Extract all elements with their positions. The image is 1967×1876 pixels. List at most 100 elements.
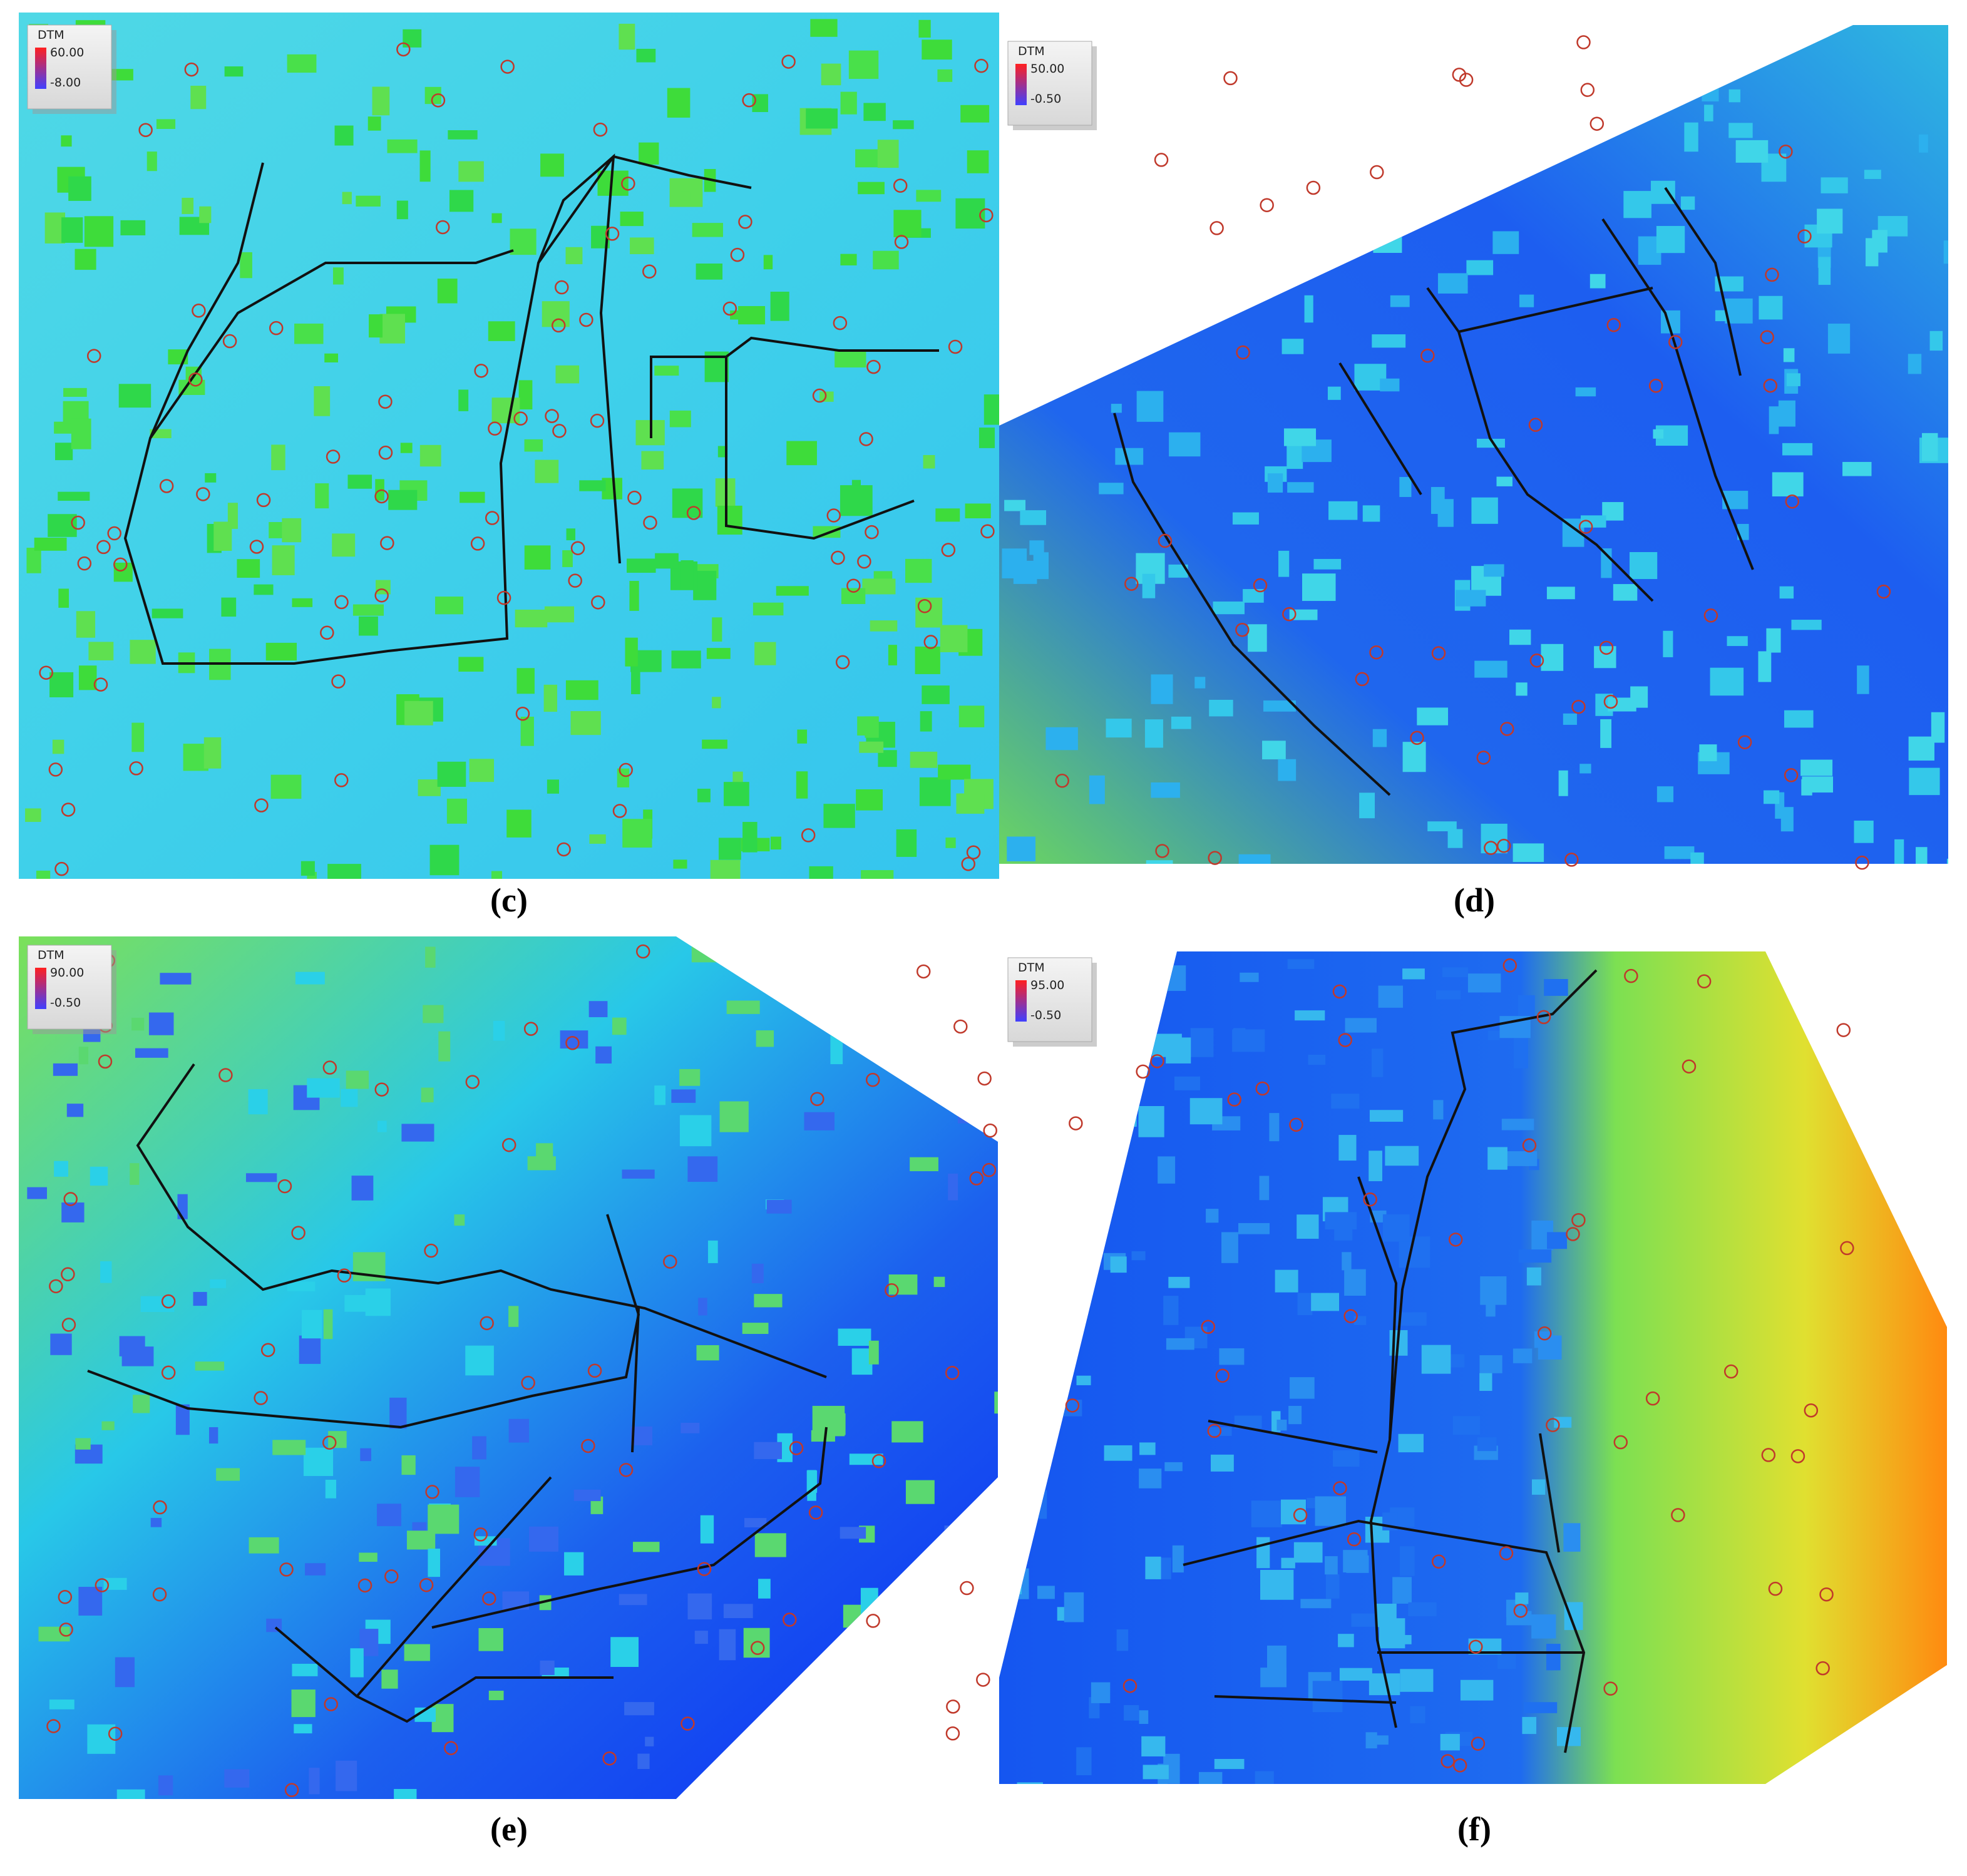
node [593, 122, 608, 137]
building [1417, 707, 1449, 725]
building [967, 150, 989, 173]
building [458, 161, 484, 182]
building [265, 642, 297, 661]
building [1460, 1679, 1494, 1701]
building [1311, 1293, 1340, 1311]
building [458, 657, 484, 672]
building [1451, 131, 1474, 146]
building [1278, 759, 1297, 781]
node [357, 1578, 372, 1593]
node [184, 62, 199, 77]
building [334, 125, 354, 146]
building [806, 108, 838, 129]
building [359, 616, 378, 636]
building [1325, 1556, 1338, 1575]
node [113, 557, 128, 572]
building [928, 1577, 952, 1592]
building [75, 1438, 91, 1450]
building [516, 668, 535, 694]
building [1280, 1499, 1306, 1525]
building [848, 50, 879, 79]
building [460, 491, 485, 503]
building [1402, 968, 1425, 980]
building [779, 960, 789, 980]
building [216, 1468, 240, 1481]
building [680, 1422, 700, 1433]
building [1440, 1734, 1460, 1751]
building [1728, 123, 1753, 138]
building [612, 1017, 627, 1035]
node [627, 490, 642, 505]
building [1251, 1500, 1283, 1527]
building [1338, 1135, 1357, 1161]
node [1760, 330, 1774, 344]
building [133, 1395, 150, 1413]
building [508, 1418, 530, 1443]
node [86, 349, 101, 363]
building [1479, 1373, 1492, 1392]
node [1502, 958, 1518, 973]
node [1513, 1604, 1528, 1618]
building [1385, 1146, 1419, 1166]
building [627, 558, 656, 573]
building [131, 722, 145, 752]
building [379, 314, 406, 344]
building [830, 1033, 843, 1065]
node [485, 511, 500, 525]
node [1369, 645, 1384, 660]
building [1456, 590, 1486, 607]
building [544, 606, 575, 623]
building [34, 537, 67, 551]
building [1821, 177, 1848, 193]
building [840, 1527, 866, 1539]
node [269, 320, 284, 336]
building [905, 1480, 935, 1504]
building [540, 153, 564, 177]
building [1139, 1442, 1156, 1455]
building [1650, 180, 1675, 204]
building [1089, 155, 1099, 177]
building [401, 1455, 416, 1475]
node [545, 409, 559, 423]
building [63, 387, 87, 397]
legend-colorbar [1015, 980, 1027, 1022]
building [1105, 1046, 1134, 1059]
building [414, 1707, 436, 1722]
building [1918, 134, 1928, 153]
building [681, 191, 691, 201]
building [1099, 483, 1124, 495]
building [1484, 564, 1504, 577]
building [975, 1542, 998, 1555]
node [1122, 1679, 1138, 1693]
building [1600, 719, 1611, 748]
node [948, 339, 963, 354]
building [50, 1333, 72, 1355]
building [956, 793, 985, 814]
building [325, 1479, 337, 1499]
node [380, 536, 394, 550]
building [1531, 1614, 1556, 1639]
node [555, 280, 569, 295]
building [419, 444, 441, 467]
building [307, 1078, 340, 1098]
building [622, 819, 652, 848]
node [835, 655, 850, 670]
building [328, 1431, 347, 1448]
building [1454, 91, 1479, 110]
node [501, 1137, 516, 1152]
building [667, 88, 691, 118]
legend-min: -8.00 [50, 76, 81, 90]
building [1916, 847, 1928, 864]
building [893, 120, 914, 130]
building [1487, 1147, 1507, 1170]
building [1437, 273, 1468, 294]
legend: DTM 50.00 -0.50 [1007, 41, 1097, 130]
building [1369, 1151, 1382, 1181]
node [444, 1741, 458, 1755]
building [896, 829, 917, 857]
building [655, 553, 679, 569]
building [54, 1161, 68, 1177]
building [1002, 1214, 1027, 1227]
building [938, 764, 971, 780]
building [1089, 775, 1105, 804]
